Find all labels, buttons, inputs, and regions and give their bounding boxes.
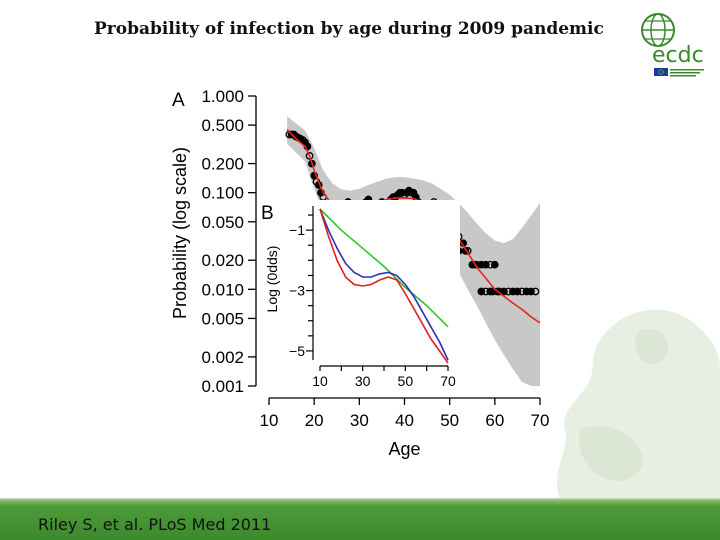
y-tick-label: 0.005 <box>201 309 244 328</box>
y-tick-label: 0.100 <box>201 184 244 203</box>
y-tick-label: 0.020 <box>201 251 244 270</box>
inset-x-tick-label: 50 <box>398 373 414 389</box>
x-tick-label: 70 <box>531 411 550 430</box>
inset-series-green <box>319 208 449 328</box>
x-tick-label: 60 <box>485 411 504 430</box>
y-tick-label: 0.001 <box>201 377 244 396</box>
inset-series-red <box>319 208 449 364</box>
inset-x-tick-label: 10 <box>312 373 328 389</box>
confidence-band <box>287 116 540 386</box>
logo-wordmark: ecdc <box>652 43 704 68</box>
y-tick-label: 0.010 <box>201 280 244 299</box>
chart-figure: 0.001 0.002 0.005 0.010 0.020 0.050 0.100 0.200… <box>170 87 550 459</box>
y-axis-label: Probability (log scale) <box>170 147 190 319</box>
inset-y-tick-label: −5 <box>289 343 305 359</box>
footer-band <box>0 498 720 540</box>
panel-a-label: A <box>172 90 185 111</box>
x-tick-label: 10 <box>260 411 279 430</box>
y-tick-label: 0.200 <box>201 155 244 174</box>
panel-b-label: B <box>261 203 274 224</box>
y-tick-label: 0.002 <box>201 348 244 367</box>
x-axis-label: Age <box>388 439 420 459</box>
citation: Riley S, et al. PLoS Med 2011 <box>38 515 272 534</box>
y-tick-label: 1.000 <box>201 87 244 106</box>
x-tick-label: 30 <box>350 411 369 430</box>
fit-line <box>286 128 541 324</box>
eu-flag-icon <box>654 68 668 76</box>
x-tick-label: 20 <box>305 411 324 430</box>
data-point <box>531 287 540 296</box>
inset-y-tick-label: −1 <box>289 222 305 238</box>
inset-background <box>290 200 460 386</box>
data-point <box>305 152 314 160</box>
x-tick-label: 40 <box>395 411 414 430</box>
y-tick-label: 0.500 <box>201 116 244 135</box>
inset-x-tick-label: 70 <box>440 373 456 389</box>
globe-icon <box>641 13 675 47</box>
inset-x-tick-label: 30 <box>355 373 371 389</box>
x-tick-label: 50 <box>440 411 459 430</box>
data-point <box>490 260 499 269</box>
ecdc-logo: ecdc <box>641 13 704 77</box>
inset-y-axis-label: Log (0dds) <box>264 246 280 313</box>
inset-series-blue <box>319 208 449 361</box>
y-tick-label: 0.050 <box>201 213 244 232</box>
slide-title: Probability of infection by age during 2… <box>94 19 604 39</box>
inset-y-tick-label: −3 <box>289 283 305 299</box>
panel-b-inset: −1 −3 −5 10 30 50 70 Log (0dds) <box>264 200 460 389</box>
europe-map-watermark <box>557 309 720 500</box>
